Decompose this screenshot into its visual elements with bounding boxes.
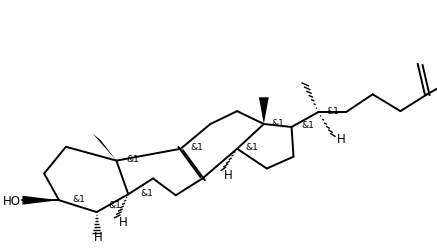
Text: &1: &1 [191, 143, 204, 152]
Polygon shape [259, 98, 269, 124]
Text: &1: &1 [140, 188, 153, 197]
Text: &1: &1 [108, 200, 121, 209]
Text: H: H [224, 168, 233, 181]
Polygon shape [22, 196, 59, 205]
Text: &1: &1 [302, 121, 314, 130]
Text: &1: &1 [126, 154, 139, 164]
Text: &1: &1 [272, 118, 284, 127]
Text: &1: &1 [245, 143, 258, 152]
Text: H: H [337, 133, 346, 146]
Text: &1: &1 [73, 194, 86, 203]
Text: &1: &1 [326, 106, 339, 115]
Polygon shape [93, 134, 116, 161]
Text: HO: HO [3, 194, 21, 207]
Text: H: H [94, 230, 103, 243]
Text: H: H [119, 215, 128, 228]
